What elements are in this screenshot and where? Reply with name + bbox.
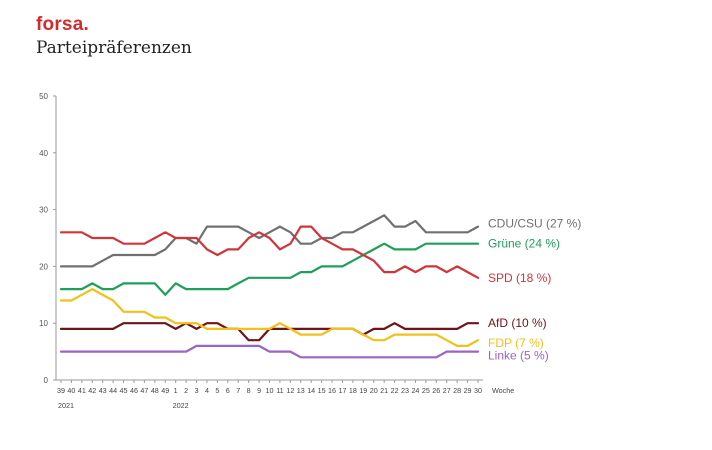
x-tick-label: 30 <box>474 386 482 395</box>
x-tick-label: 19 <box>359 386 367 395</box>
x-tick-label: 47 <box>140 386 148 395</box>
x-tick-label: 43 <box>99 386 107 395</box>
x-tick-label: 45 <box>120 386 128 395</box>
series-end-label: SPD (18 %) <box>488 271 551 285</box>
x-tick-label: 12 <box>286 386 294 395</box>
x-tick-label: 13 <box>297 386 305 395</box>
x-tick-label: 14 <box>307 386 315 395</box>
x-tick-label: 4 <box>205 386 209 395</box>
x-tick-label: 18 <box>349 386 357 395</box>
x-tick-label: 40 <box>67 386 75 395</box>
y-tick-label: 50 <box>39 92 48 101</box>
x-tick-label: 28 <box>453 386 461 395</box>
x-tick-label: 17 <box>338 386 346 395</box>
x-tick-label: 23 <box>401 386 409 395</box>
series-line <box>59 344 480 359</box>
y-tick-label: 10 <box>39 319 48 328</box>
series-end-label: FDP (7 %) <box>488 336 544 350</box>
year-label: 2021 <box>58 401 74 410</box>
y-tick-label: 0 <box>44 376 49 385</box>
series-end-label: Linke (5 %) <box>488 349 549 363</box>
x-tick-label: 2 <box>184 386 188 395</box>
x-axis-unit-label: Woche <box>492 386 514 395</box>
x-tick-label: 27 <box>443 386 451 395</box>
series-end-label: AfD (10 %) <box>488 316 547 330</box>
x-tick-label: 11 <box>276 386 283 395</box>
series-line <box>59 288 480 347</box>
x-tick-label: 1 <box>174 386 178 395</box>
series-line <box>59 214 480 268</box>
x-tick-label: 10 <box>266 386 274 395</box>
x-tick-label: 22 <box>391 386 399 395</box>
x-tick-label: 8 <box>247 386 251 395</box>
x-tick-label: 42 <box>88 386 96 395</box>
x-tick-label: 24 <box>411 386 419 395</box>
chart-title: Parteipräferenzen <box>36 38 192 58</box>
x-tick-label: 7 <box>236 386 240 395</box>
x-tick-label: 9 <box>257 386 261 395</box>
year-label: 2022 <box>173 401 189 410</box>
x-tick-label: 15 <box>318 386 326 395</box>
x-tick-label: 46 <box>130 386 138 395</box>
series-end-label: Grüne (24 %) <box>488 237 560 251</box>
y-tick-label: 30 <box>39 206 48 215</box>
series-line <box>59 225 480 279</box>
x-tick-label: 25 <box>422 386 430 395</box>
y-tick-label: 40 <box>39 149 48 158</box>
x-tick-label: 3 <box>195 386 199 395</box>
series-line <box>59 322 480 342</box>
forsa-logo: forsa. <box>36 14 89 35</box>
x-tick-label: 26 <box>432 386 440 395</box>
y-tick-label: 20 <box>39 262 48 271</box>
series-line <box>59 242 480 296</box>
series-end-label: CDU/CSU (27 %) <box>488 217 581 231</box>
x-tick-label: 21 <box>380 386 388 395</box>
x-tick-label: 39 <box>57 386 65 395</box>
x-tick-label: 44 <box>109 386 117 395</box>
x-tick-label: 48 <box>151 386 159 395</box>
x-tick-label: 6 <box>226 386 230 395</box>
x-tick-label: 41 <box>78 386 86 395</box>
x-tick-label: 49 <box>161 386 169 395</box>
x-tick-label: 20 <box>370 386 378 395</box>
x-tick-label: 29 <box>464 386 472 395</box>
x-tick-label: 16 <box>328 386 336 395</box>
x-tick-label: 5 <box>215 386 219 395</box>
